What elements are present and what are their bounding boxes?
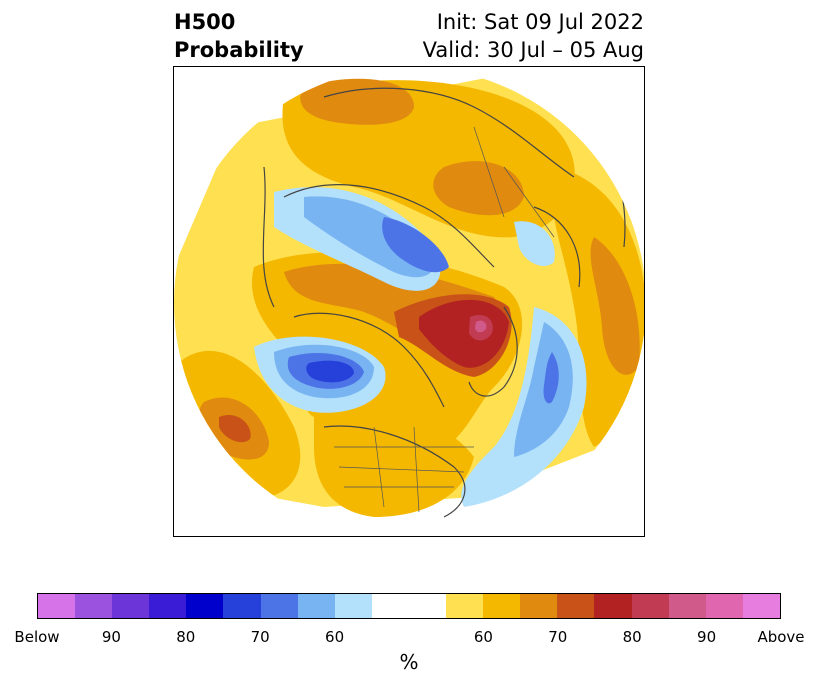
colorbar-segment [631,594,669,618]
colorbar-segment [38,594,76,618]
colorbar-segment [297,594,335,618]
colorbar-tick-label: 80 [622,628,642,646]
above-70-east [590,237,640,375]
colorbar-segment [742,594,780,618]
colorbar-tick-label: 70 [548,628,568,646]
colorbar-segment [446,594,484,618]
colorbar-segment [371,594,447,618]
above-90-center [475,320,487,333]
colorbar-tick-label: Below [14,628,60,646]
colorbar-unit: % [399,650,419,674]
map-title: H500 Probability [174,8,304,64]
borders [334,126,555,513]
above-60-north-america [314,404,474,517]
colorbar-tick-label: 90 [101,628,121,646]
below-65-atlantic [514,322,573,457]
colorbar-segment [260,594,298,618]
colorbar-tick-label: 60 [473,628,493,646]
valid-range: Valid: 30 Jul – 05 Aug [422,38,644,62]
colorbar-segment [705,594,743,618]
colorbar-segment [594,594,632,618]
colorbar-tick-label: 90 [697,628,717,646]
colorbar-segment [112,594,150,618]
init-date: Init: Sat 09 Jul 2022 [436,10,644,34]
colorbar-segment [668,594,706,618]
colorbar-segment [186,594,224,618]
colorbar-tick-label: 80 [176,628,196,646]
colorbar-segment [334,594,372,618]
below-70-atlantic [543,352,559,404]
colorbar-tick-label: 60 [325,628,345,646]
above-75-west [219,415,251,443]
colorbar-segment [149,594,187,618]
title-variable: H500 [174,10,236,34]
title-metric: Probability [174,38,304,62]
colorbar-tick-label: 70 [250,628,270,646]
above-70-europe [433,161,524,216]
colorbar-segment [223,594,261,618]
colorbar-segment [557,594,595,618]
above-70-north [300,78,414,125]
above-60-east [551,167,644,447]
map-dates: Init: Sat 09 Jul 2022 Valid: 30 Jul – 05… [423,8,644,64]
probability-map-svg [174,67,644,518]
probability-colorbar [37,593,781,619]
below-75-west [306,360,354,383]
colorbar-tick-label: Above [757,628,805,646]
colorbar-segment [483,594,521,618]
below-70-arctic [382,217,449,273]
polar-map [173,66,645,537]
colorbar-segment [520,594,558,618]
colorbar-segment [75,594,113,618]
below-60-scandinavia [514,221,555,267]
